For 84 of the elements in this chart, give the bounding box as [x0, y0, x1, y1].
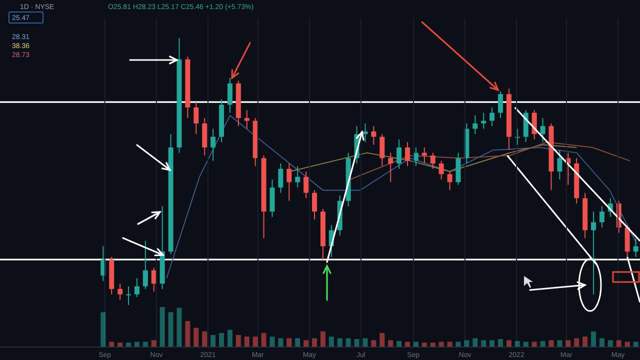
candlestick: [244, 110, 250, 130]
bar: [210, 335, 216, 347]
bar: [176, 308, 182, 347]
bar: [514, 341, 520, 347]
bar: [185, 321, 190, 347]
candlestick: [498, 90, 503, 119]
bar: [160, 307, 165, 347]
candlestick: [142, 240, 148, 290]
bar: [464, 340, 470, 347]
bar: [270, 336, 275, 347]
bar: [346, 338, 351, 347]
candlestick: [134, 278, 140, 298]
bar: [337, 338, 342, 347]
candlestick: [312, 190, 318, 220]
bar: [396, 341, 402, 347]
candlestick: [388, 152, 394, 183]
candlestick: [599, 206, 604, 228]
bar: [599, 338, 604, 347]
candlestick: [194, 102, 199, 135]
candlestick: [557, 150, 562, 180]
bar: [582, 336, 588, 347]
candlestick: [490, 106, 495, 127]
candlestick: [405, 142, 410, 167]
bar: [490, 340, 495, 347]
bar: [252, 336, 258, 347]
candlestick: [295, 166, 300, 188]
bar: [540, 341, 546, 347]
bar: [354, 339, 360, 347]
bar: [574, 338, 580, 347]
candlestick: [126, 286, 132, 306]
candlestick: [227, 78, 232, 114]
bar: [100, 312, 106, 347]
bar: [380, 333, 385, 347]
bar: [371, 340, 376, 347]
candlestick: [430, 152, 436, 170]
candlestick: [380, 134, 385, 167]
bar: [430, 342, 436, 347]
candlestick: [371, 126, 376, 146]
bar: [566, 340, 571, 347]
candlestick: [422, 146, 427, 164]
bar: [118, 342, 123, 347]
candlestick: [540, 118, 546, 143]
bar: [362, 338, 368, 347]
bar: [261, 333, 266, 347]
bar: [422, 342, 427, 347]
bar: [151, 340, 156, 347]
candlestick: [633, 238, 638, 258]
bar: [320, 331, 326, 347]
bar: [591, 331, 596, 347]
bar: [506, 340, 512, 347]
bar: [388, 340, 394, 347]
candlestick: [472, 114, 478, 135]
candlestick: [481, 112, 486, 130]
bar: [548, 340, 554, 347]
bar: [481, 340, 486, 347]
bar: [472, 338, 478, 347]
candlestick: [447, 171, 452, 191]
bar: [278, 338, 284, 347]
bar: [168, 312, 174, 347]
bar: [295, 338, 300, 347]
bar: [498, 339, 503, 347]
bar: [202, 331, 208, 347]
bar: [286, 338, 292, 347]
bar: [236, 335, 241, 347]
bar: [608, 340, 613, 347]
candlestick: [591, 211, 596, 295]
bar: [312, 338, 318, 347]
bar: [227, 330, 232, 347]
candlestick: [210, 128, 216, 162]
bar: [219, 333, 224, 347]
bar: [194, 328, 199, 347]
bar: [304, 340, 309, 347]
candlestick: [118, 283, 123, 300]
candlestick: [278, 162, 284, 194]
candlestick: [438, 160, 444, 180]
candlestick: [413, 146, 418, 167]
bar: [557, 340, 562, 347]
bar: [328, 336, 334, 347]
candlestick: [396, 138, 402, 170]
candlestick: [304, 171, 309, 199]
bar: [126, 342, 132, 347]
bar: [244, 336, 250, 347]
bar: [616, 340, 622, 347]
candlestick: [286, 162, 292, 202]
